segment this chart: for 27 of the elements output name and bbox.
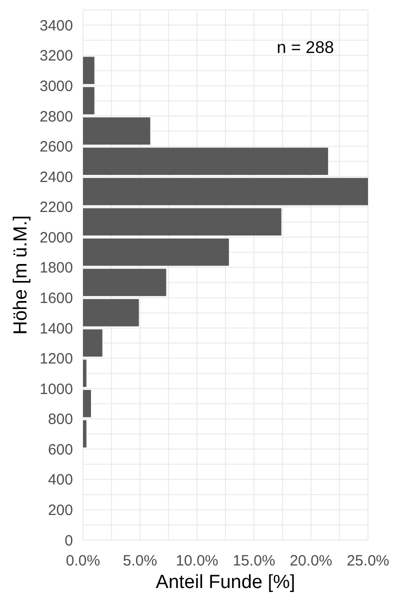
y-tick-label: 3400 (40, 17, 73, 34)
y-tick-label: 1600 (40, 290, 73, 307)
x-tick-label: 15.0% (232, 552, 276, 570)
y-tick-label: 2400 (40, 168, 73, 186)
x-tick-label: 5.0% (122, 552, 158, 570)
y-tick-label: 200 (48, 502, 73, 519)
x-tick-label: 25.0% (346, 552, 390, 570)
y-tick-label: 2600 (40, 138, 73, 156)
y-tick-label: 400 (48, 472, 73, 489)
x-tick-label: 10.0% (176, 552, 218, 570)
y-tick-label: 2800 (40, 108, 73, 126)
y-tick-label: 1200 (40, 350, 73, 368)
x-axis-title: Anteil Funde [%] (156, 572, 296, 593)
y-axis-title: Höhe [m ü.M.] (10, 215, 32, 335)
y-tick-label: 3200 (40, 48, 73, 65)
y-tick-label: 1400 (40, 320, 73, 338)
y-tick-label: 0 (64, 532, 73, 550)
y-tick-label: 2200 (40, 199, 73, 216)
y-tick-label: 2000 (40, 229, 73, 246)
y-tick-label: 1000 (40, 380, 73, 398)
y-tick-label: 3000 (40, 78, 73, 95)
x-tick-label: 20.0% (290, 552, 332, 570)
x-tick-label: 0.0% (66, 552, 100, 570)
y-tick-label: 800 (48, 411, 73, 428)
annotation: n = 288 (276, 38, 334, 58)
y-tick-label: 1800 (40, 260, 73, 277)
y-tick-label: 600 (48, 441, 73, 458)
